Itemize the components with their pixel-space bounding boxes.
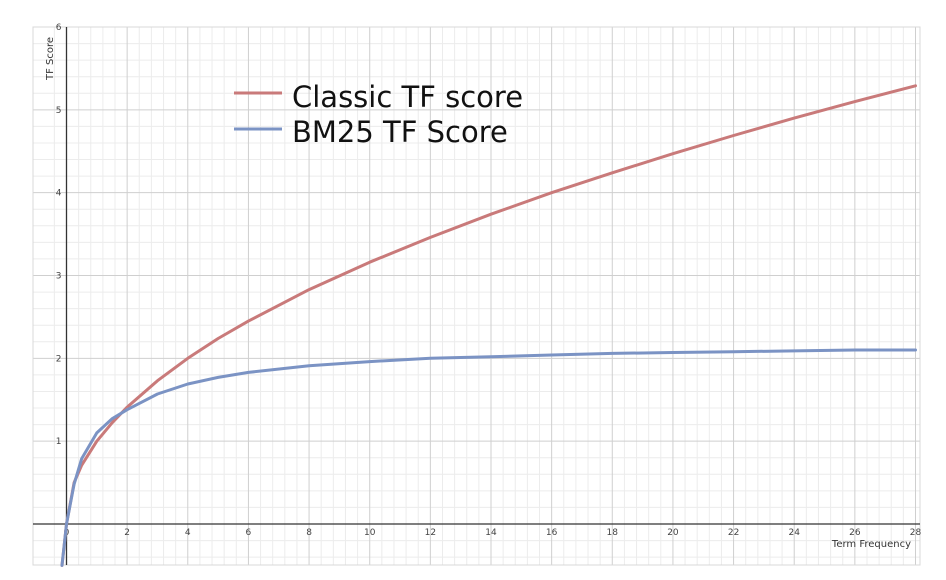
y-tick-label: 4 xyxy=(56,189,62,199)
x-tick-labels: 0 2 4 6 8 10 12 14 16 18 20 22 24 26 28 xyxy=(64,528,922,538)
y-tick-label: 6 xyxy=(56,23,62,33)
axes xyxy=(33,27,920,565)
x-tick-label: 26 xyxy=(849,528,861,538)
x-tick-label: 2 xyxy=(124,528,130,538)
major-gridlines xyxy=(32,26,921,566)
y-tick-label: 2 xyxy=(56,354,62,364)
x-tick-label: 14 xyxy=(485,528,497,538)
x-tick-label: 16 xyxy=(546,528,558,538)
y-tick-label: 1 xyxy=(56,437,62,447)
legend-label-bm25-tf: BM25 TF Score xyxy=(292,115,508,149)
legend: Classic TF score BM25 TF Score xyxy=(234,80,523,149)
x-tick-label: 20 xyxy=(667,528,679,538)
x-tick-label: 8 xyxy=(306,528,312,538)
x-tick-label: 18 xyxy=(607,528,619,538)
x-axis-title: Term Frequency xyxy=(831,539,911,550)
x-tick-label: 28 xyxy=(910,528,922,538)
x-tick-label: 6 xyxy=(246,528,252,538)
series-line-bm25-tf xyxy=(60,348,917,567)
minor-gridlines xyxy=(33,27,920,565)
plot-border xyxy=(32,26,921,566)
series-lines xyxy=(60,84,917,567)
y-tick-label: 3 xyxy=(56,272,62,282)
series-line-classic-tf xyxy=(60,84,917,567)
x-tick-label: 4 xyxy=(185,528,191,538)
y-tick-label: 5 xyxy=(56,106,62,116)
y-tick-labels: 1 2 3 4 5 6 xyxy=(56,23,62,447)
x-tick-label: 10 xyxy=(364,528,376,538)
x-tick-label: 22 xyxy=(728,528,739,538)
y-axis-title: TF Score xyxy=(45,37,56,81)
legend-label-classic-tf: Classic TF score xyxy=(292,80,523,114)
x-tick-label: 12 xyxy=(425,528,436,538)
x-tick-label: 24 xyxy=(788,528,800,538)
